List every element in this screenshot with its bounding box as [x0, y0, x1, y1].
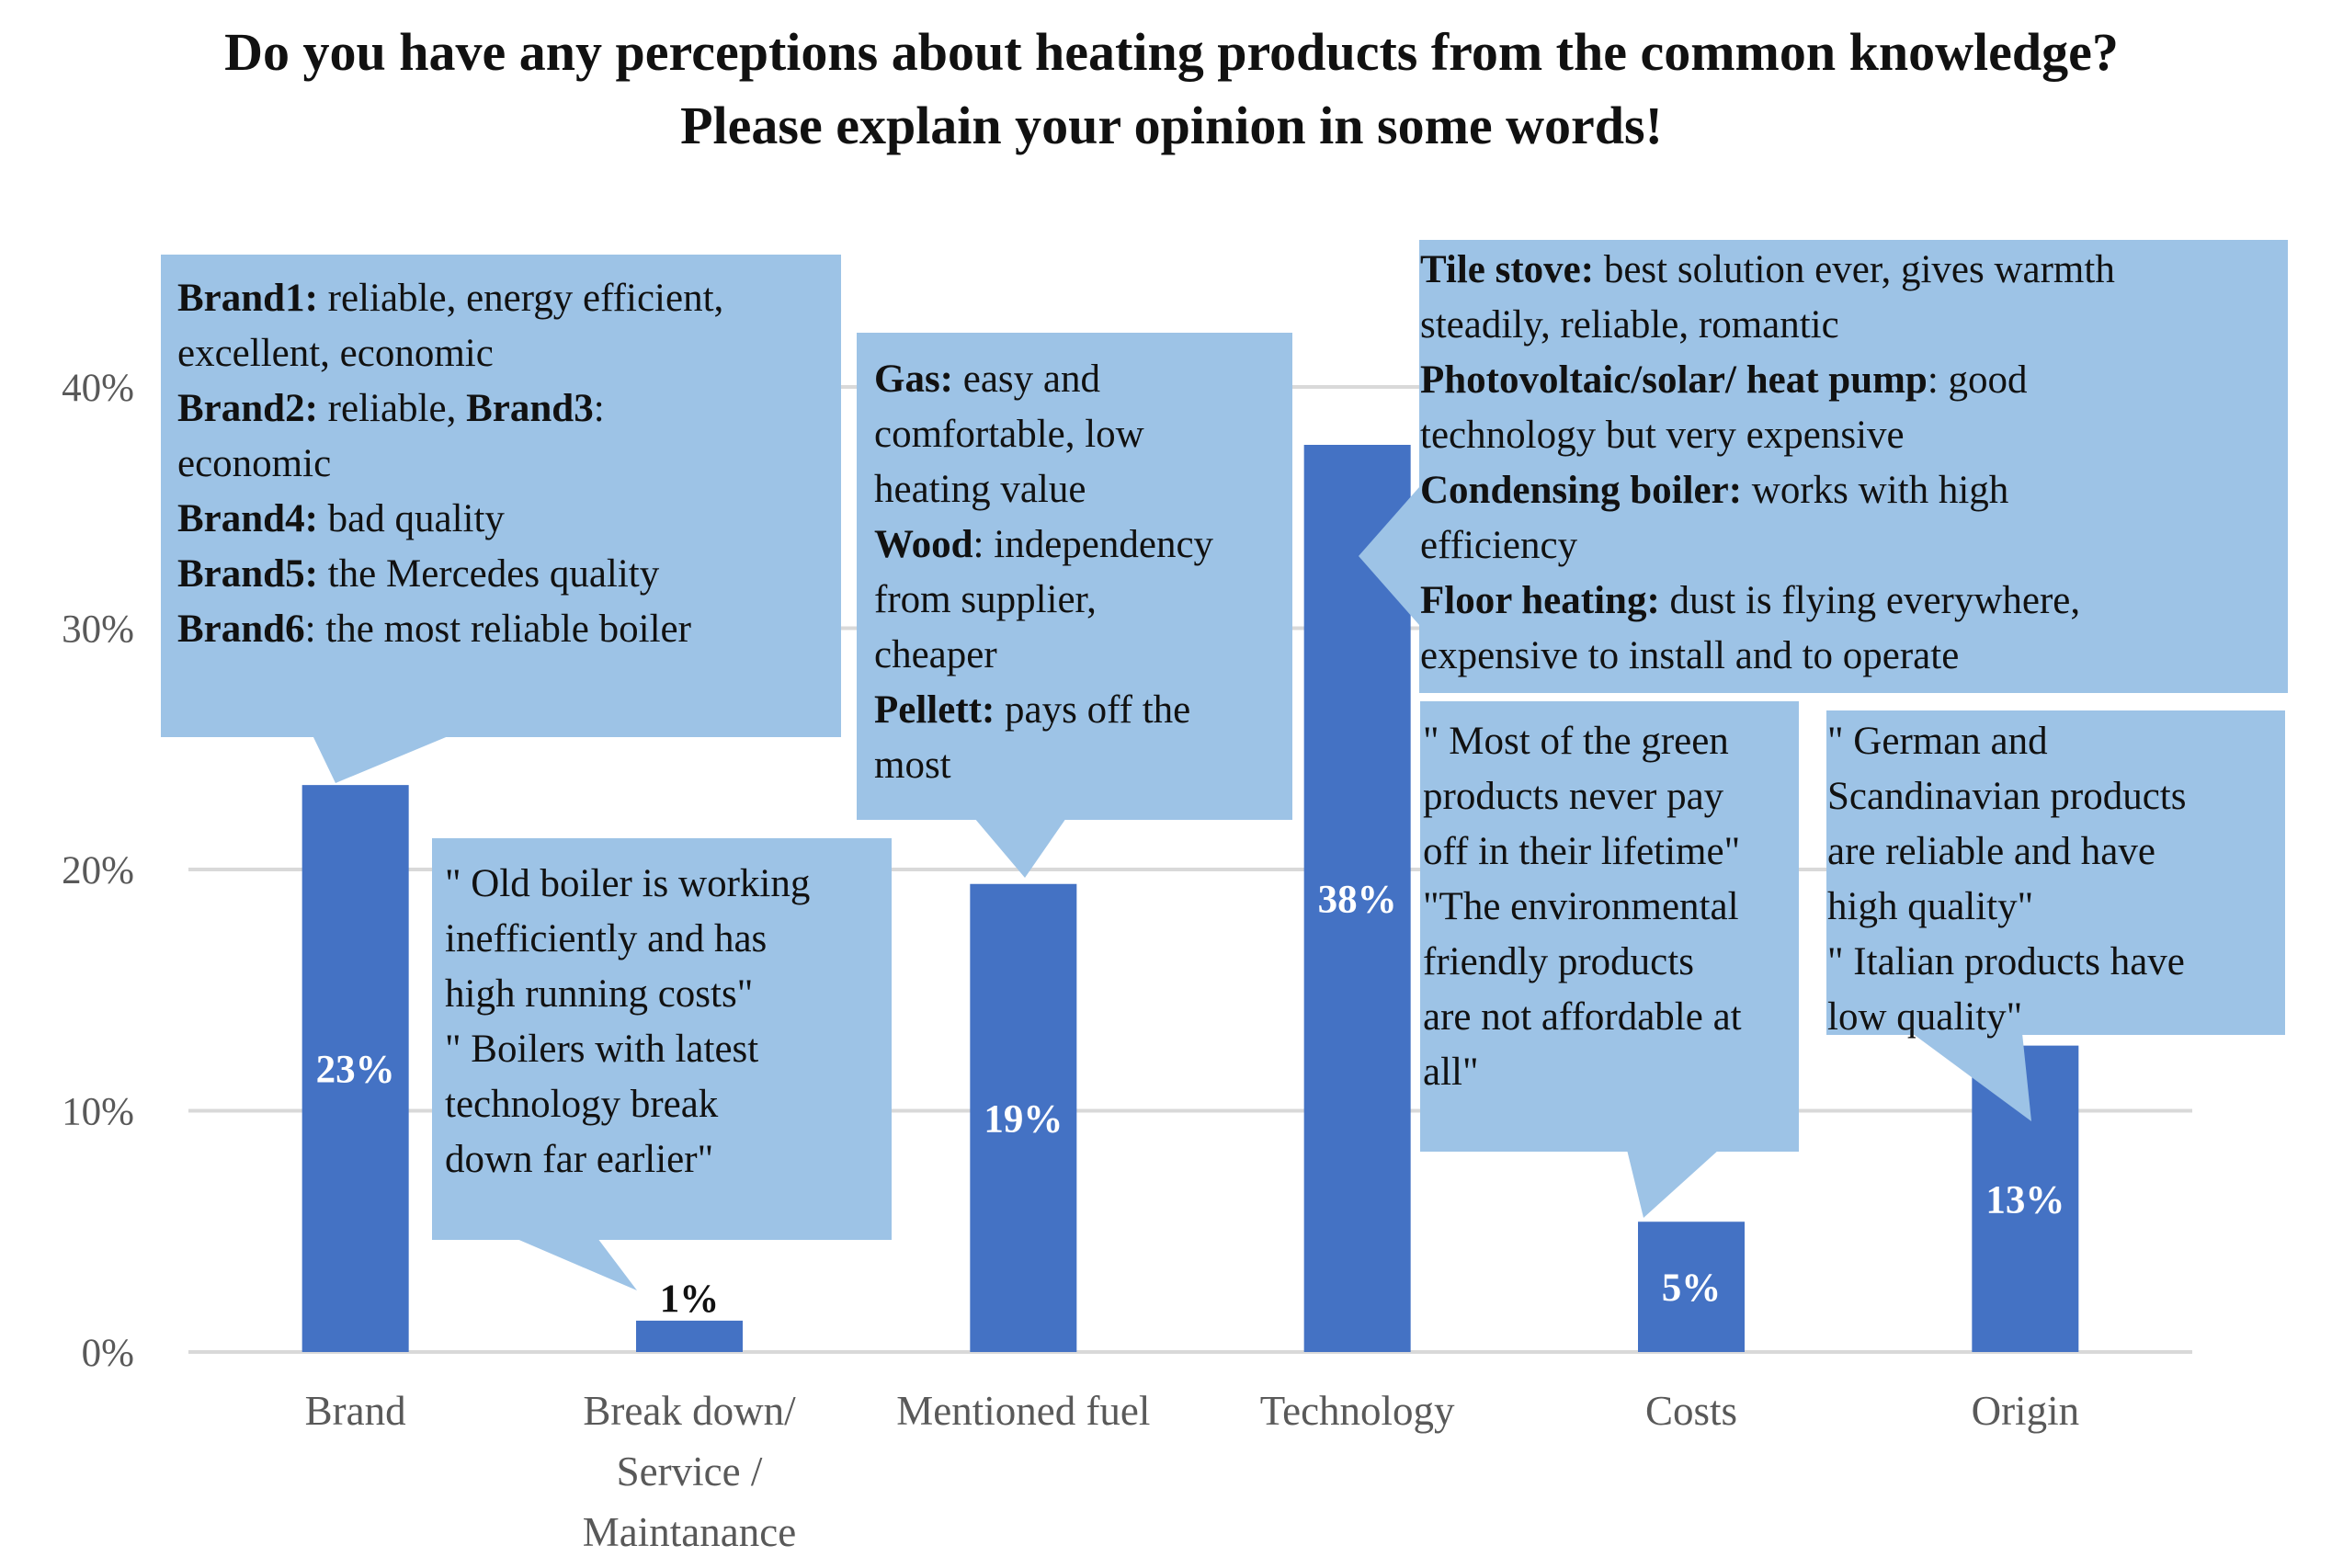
bar-4: [1638, 1221, 1745, 1352]
callout-line: heating value: [874, 468, 1086, 511]
data-label-1: 1%: [660, 1278, 720, 1321]
callout-line: Brand5: the Mercedes quality: [177, 552, 660, 596]
callout-line: low quality": [1827, 995, 2023, 1039]
callout-line: "The environmental: [1423, 885, 1739, 928]
callout-technology-pointer: [1359, 487, 1419, 625]
callout-line: Condensing boiler: works with high: [1420, 469, 2009, 512]
callout-line: Brand2: reliable, Brand3:: [177, 387, 605, 430]
callout-line: Brand4: bad quality: [177, 497, 505, 540]
callout-line: " Old boiler is working: [445, 862, 811, 905]
callout-costs-pointer: [1627, 1150, 1719, 1218]
category-label-0: Brand: [305, 1388, 406, 1434]
data-label-2: 19%: [984, 1097, 1063, 1141]
callout-line: " Boilers with latest: [445, 1028, 759, 1071]
callout-line: inefficiently and has: [445, 917, 768, 960]
category-label-1: Maintanance: [583, 1509, 796, 1555]
labels: 0% 10% 20% 30% 40% 23% Brand 1% Break down/Servi…: [62, 367, 2079, 1555]
callout-origin-text: " German and Scandinavian products are rel…: [1827, 714, 2287, 1045]
callout-technology-box: [1419, 240, 2288, 693]
category-label-2: Mentioned fuel: [896, 1388, 1150, 1434]
y-tick-label: 30%: [62, 608, 134, 652]
bar-3: [1303, 445, 1411, 1352]
y-tick-label: 0%: [82, 1332, 134, 1375]
chart-title-line2: Please explain your opinion in some word…: [680, 96, 1663, 155]
callout-costs-text: " Most of the green products never pay off…: [1423, 714, 1800, 1100]
callout-line: are not affordable at: [1423, 995, 1742, 1039]
callout-line: Pellett: pays off the: [874, 688, 1191, 732]
callout-fuel-pointer: [974, 818, 1066, 878]
category-label-1: Break down/: [583, 1388, 796, 1434]
callout-line: Tile stove: best solution ever, gives wa…: [1420, 248, 2115, 291]
callout-line: from supplier,: [874, 578, 1097, 621]
callout-breakdown-pointer: [515, 1238, 637, 1290]
data-label-0: 23%: [316, 1049, 395, 1092]
callout-fuel-text: Gas: easy and comfortable, low heating val…: [874, 352, 1297, 793]
callout-line: technology but very expensive: [1420, 414, 1905, 457]
callout-line: technology break: [445, 1083, 719, 1126]
callout-line: are reliable and have: [1827, 830, 2155, 873]
callout-costs-box: [1420, 701, 1799, 1152]
callout-brand-pointer: [313, 735, 450, 783]
callout-breakdown-box: [432, 838, 892, 1240]
callout-line: " Most of the green: [1423, 720, 1729, 763]
callout-line: Wood: independency: [874, 523, 1214, 566]
callout-line: high quality": [1827, 885, 2034, 928]
callout-line: expensive to install and to operate: [1420, 634, 1960, 677]
callout-breakdown-text: " Old boiler is working inefficiently and…: [445, 857, 895, 1187]
callout-line: comfortable, low: [874, 413, 1144, 456]
callout-shapes: [161, 240, 2288, 1290]
category-label-5: Origin: [1972, 1388, 2080, 1434]
callout-line: " Italian products have: [1827, 940, 2185, 983]
category-label-1: Service /: [617, 1449, 763, 1494]
data-label-4: 5%: [1662, 1267, 1722, 1310]
callout-line: most: [874, 744, 951, 787]
bar-0: [301, 785, 409, 1352]
callout-line: Photovoltaic/solar/ heat pump: good: [1420, 358, 2028, 402]
data-label-5: 13%: [1985, 1178, 2064, 1221]
chart-title-line1: Do you have any perceptions about heatin…: [224, 22, 2119, 82]
category-label-3: Technology: [1260, 1388, 1455, 1434]
callout-line: Brand1: reliable, energy efficient,: [177, 277, 724, 320]
callout-technology-text: Tile stove: best solution ever, gives wa…: [1420, 243, 2275, 684]
y-tick-label: 10%: [62, 1091, 134, 1134]
callout-line: " German and: [1827, 720, 2048, 763]
callout-line: Floor heating: dust is flying everywhere…: [1420, 579, 2081, 622]
callout-line: all": [1423, 1051, 1479, 1094]
bar-2: [970, 883, 1077, 1352]
category-label-4: Costs: [1645, 1388, 1737, 1434]
callout-line: excellent, economic: [177, 332, 494, 375]
data-label-3: 38%: [1318, 879, 1397, 922]
callout-origin-pointer: [1912, 1033, 2031, 1121]
y-tick-label: 20%: [62, 849, 134, 892]
callout-line: efficiency: [1420, 524, 1578, 567]
callout-origin-box: [1826, 710, 2285, 1035]
bars: [301, 445, 2079, 1352]
y-tick-label: 40%: [62, 367, 134, 410]
callout-line: high running costs": [445, 972, 754, 1016]
callout-fuel-box: [857, 333, 1292, 820]
callout-line: Gas: easy and: [874, 358, 1100, 401]
callout-brand-box: [161, 255, 841, 737]
callout-line: cheaper: [874, 633, 997, 676]
callout-line: Scandinavian products: [1827, 775, 2187, 818]
bar-1: [636, 1320, 743, 1352]
callout-line: products never pay: [1423, 775, 1724, 818]
callout-line: steadily, reliable, romantic: [1420, 303, 1839, 347]
callout-line: Brand6: the most reliable boiler: [177, 608, 691, 651]
callout-line: off in their lifetime": [1423, 830, 1741, 873]
callout-line: friendly products: [1423, 940, 1694, 983]
callout-line: down far earlier": [445, 1138, 714, 1181]
callout-brand-text: Brand1: reliable, energy efficient, excel…: [177, 271, 839, 657]
callout-line: economic: [177, 442, 332, 485]
